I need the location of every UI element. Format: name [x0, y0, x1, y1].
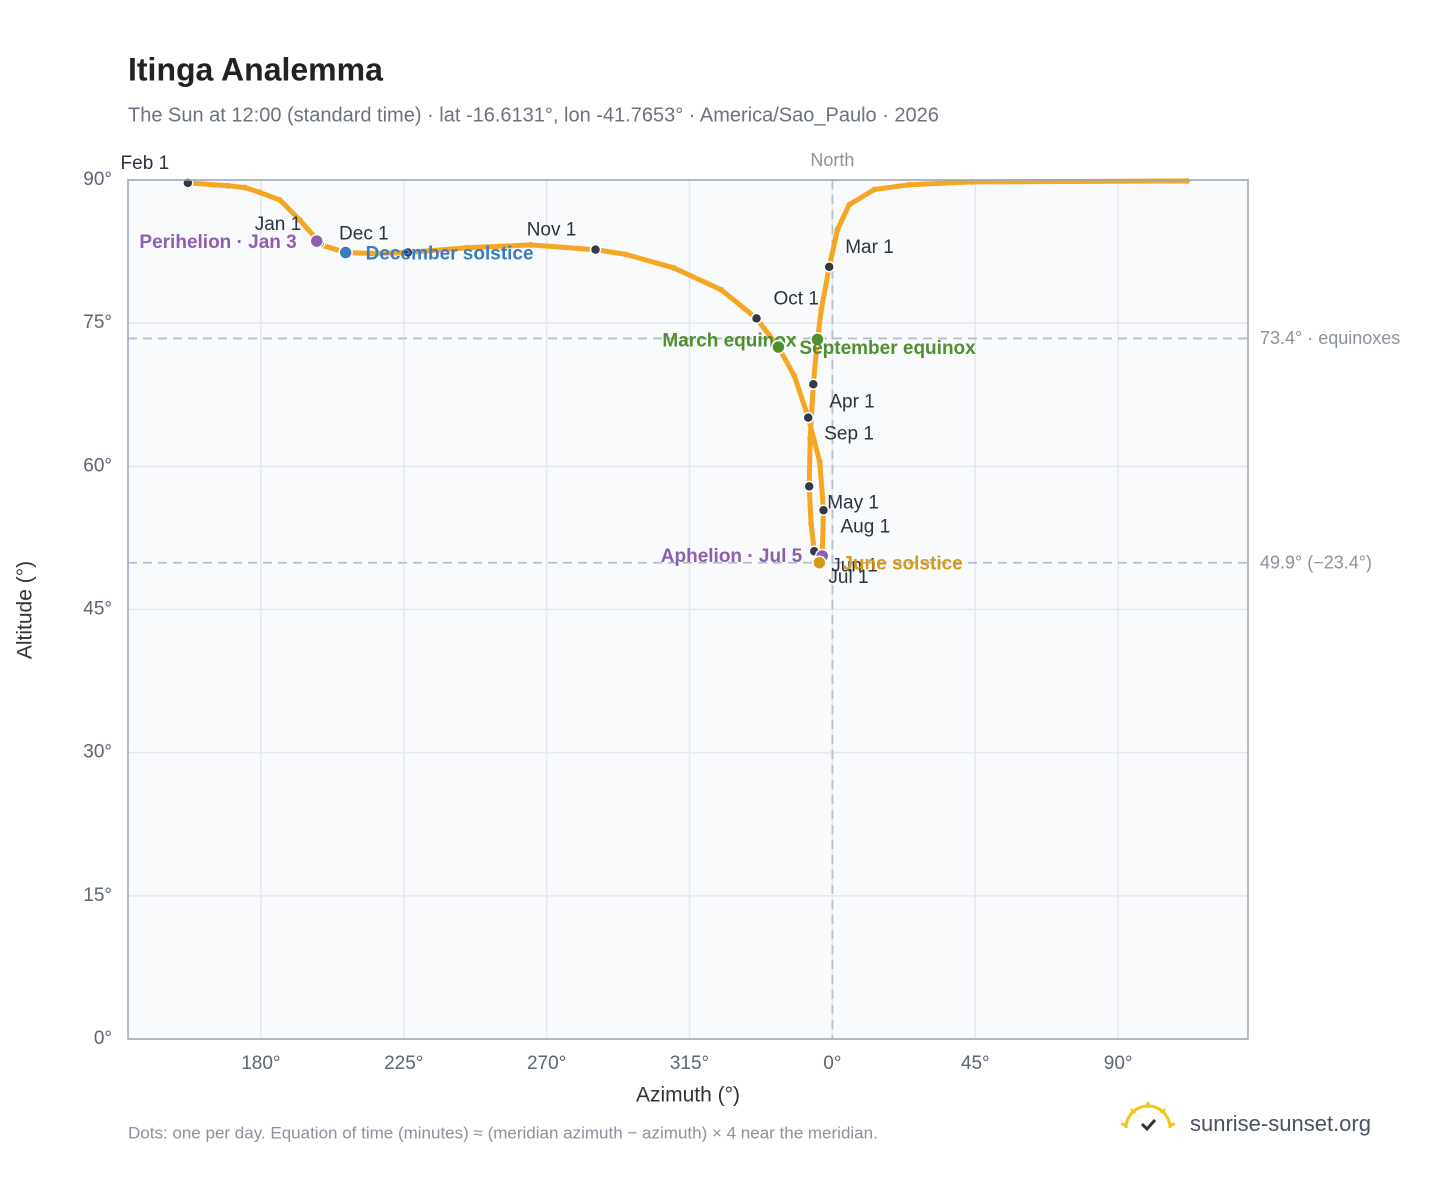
event-label: September equinox: [799, 338, 976, 359]
month-label: Sep 1: [824, 424, 874, 445]
day-dot: [718, 286, 725, 293]
x-tick-label: 0°: [823, 1053, 841, 1074]
day-dot: [670, 264, 677, 271]
y-tick-label: 45°: [83, 599, 112, 620]
month-label: Mar 1: [845, 237, 894, 258]
day-dot: [1184, 177, 1191, 184]
month-marker: [402, 246, 414, 259]
day-dot: [871, 186, 878, 193]
day-dot: [846, 201, 853, 208]
event-label: December solstice: [366, 244, 534, 265]
day-dot: [242, 184, 249, 191]
month-label: Oct 1: [774, 288, 819, 309]
month-label: Jun 1: [831, 555, 877, 576]
brand-logo: [1120, 1102, 1176, 1132]
x-tick-label: 270°: [527, 1053, 566, 1074]
day-dot: [464, 244, 471, 251]
y-axis-label: Altitude (°): [14, 561, 37, 659]
y-tick-label: 0°: [94, 1028, 112, 1049]
footnote: Dots: one per day. Equation of time (min…: [128, 1123, 878, 1142]
x-tick-label: 90°: [1104, 1053, 1133, 1074]
day-dot: [906, 181, 913, 188]
month-label: May 1: [827, 492, 879, 513]
month-marker: [803, 480, 815, 493]
y-tick-label: 60°: [83, 455, 112, 476]
x-tick-label: 315°: [670, 1053, 709, 1074]
month-marker: [750, 312, 763, 325]
month-marker: [817, 504, 830, 516]
day-dot: [623, 251, 630, 258]
day-dot: [818, 306, 825, 313]
month-label: Feb 1: [121, 153, 170, 174]
x-tick-label: 225°: [384, 1053, 423, 1074]
event-marker: [309, 233, 325, 249]
day-dot: [224, 182, 231, 189]
month-label: Aug 1: [840, 516, 890, 537]
plot-border: [127, 179, 1249, 1040]
day-dot: [834, 226, 841, 233]
chart-subtitle: The Sun at 12:00 (standard time) · lat -…: [128, 104, 939, 126]
day-dot: [369, 250, 376, 257]
brand: sunrise-sunset.org: [1190, 1111, 1371, 1136]
day-dot: [276, 197, 283, 204]
month-label: Jul 1: [828, 567, 868, 588]
month-label: Jan 1: [255, 214, 301, 235]
day-dot: [527, 241, 534, 248]
month-marker: [807, 378, 820, 391]
day-dot: [807, 434, 814, 441]
month-label: Apr 1: [829, 391, 874, 412]
y-tick-label: 30°: [83, 742, 112, 763]
event-marker: [771, 339, 786, 355]
month-marker: [823, 261, 835, 273]
y-tick-label: 15°: [83, 885, 112, 906]
day-dot: [816, 458, 823, 465]
day-dot: [296, 217, 303, 224]
y-tick-label: 75°: [83, 312, 112, 333]
reference-label: 73.4° · equinoxes: [1260, 328, 1400, 348]
reference-label: 49.9° (−23.4°): [1260, 552, 1372, 572]
north-label: North: [810, 150, 854, 170]
event-marker: [812, 555, 827, 570]
month-label: Nov 1: [527, 220, 577, 241]
x-axis-label: Azimuth (°): [636, 1084, 740, 1107]
event-marker: [338, 245, 353, 260]
event-label: June solstice: [842, 554, 962, 575]
month-marker: [802, 411, 815, 424]
x-tick-label: 45°: [961, 1053, 990, 1074]
day-dot: [256, 189, 263, 196]
day-dot: [808, 520, 815, 527]
y-tick-label: 90°: [83, 169, 112, 190]
month-marker: [589, 243, 602, 256]
chart-title: Itinga Analemma: [128, 51, 383, 87]
event-marker: [810, 332, 825, 347]
x-tick-label: 180°: [241, 1053, 280, 1074]
event-label: Perihelion · Jan 3: [139, 232, 296, 253]
event-label: Aphelion · Jul 5: [661, 546, 803, 567]
event-label: March equinox: [662, 330, 797, 351]
month-label: Dec 1: [339, 224, 389, 245]
day-dot: [791, 372, 798, 379]
